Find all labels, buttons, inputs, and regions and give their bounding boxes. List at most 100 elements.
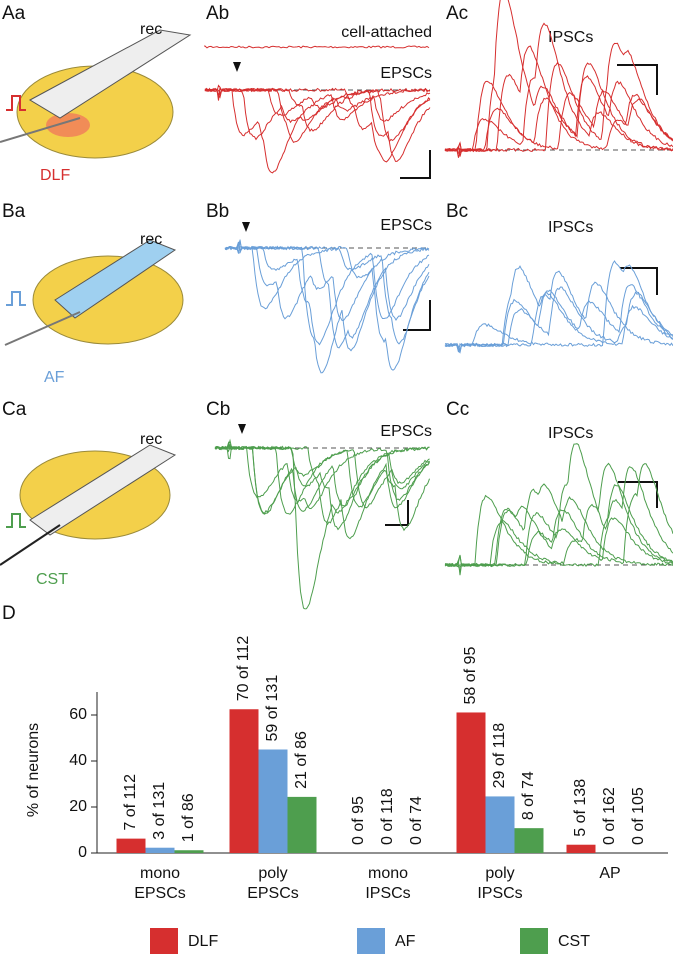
panel-label: Bc (446, 201, 468, 222)
panel-label: Cb (206, 399, 230, 420)
electrode (29, 444, 177, 536)
trace (204, 84, 431, 144)
bar-label: 5 of 138 (572, 779, 589, 837)
y-tick-label: 60 (69, 706, 87, 723)
bar-label: 29 of 118 (491, 723, 508, 789)
trace (214, 445, 430, 531)
bar (145, 847, 175, 853)
trace (214, 445, 430, 510)
x-tick-label: mono (368, 865, 408, 882)
x-tick-label: EPSCs (134, 885, 186, 902)
trace-label: IPSCs (548, 29, 593, 46)
trace-label: EPSCs (380, 65, 432, 82)
legend-swatch (520, 928, 548, 954)
arrow (238, 424, 246, 434)
x-tick-label: IPSCs (477, 885, 522, 902)
panel-label: Ac (446, 3, 468, 24)
bar-label: 0 of 105 (630, 787, 647, 845)
arrow (242, 222, 250, 232)
bar-label: 8 of 74 (520, 771, 537, 820)
panel-label: Ba (2, 201, 26, 222)
label: rec (140, 431, 162, 448)
stim-pipette (4, 311, 81, 346)
panel-label: Ab (206, 3, 229, 24)
trace (224, 241, 430, 371)
legend-label: AF (395, 933, 416, 950)
bar (174, 850, 204, 853)
trace (444, 284, 673, 354)
trace-label: IPSCs (548, 425, 593, 442)
trace-label: EPSCs (380, 423, 432, 440)
bar (566, 844, 596, 853)
trace (214, 441, 430, 515)
trace (204, 87, 431, 162)
trace (214, 443, 430, 610)
x-tick-label: mono (140, 865, 180, 882)
scale-bar (403, 300, 431, 331)
trace-label: EPSCs (380, 217, 432, 234)
x-tick-label: AP (599, 865, 620, 882)
bar-label: 70 of 112 (235, 636, 252, 702)
trace (444, 22, 673, 154)
y-tick-label: 40 (69, 752, 87, 769)
bar (258, 749, 288, 853)
legend-label: DLF (188, 933, 218, 950)
trace (444, 80, 673, 157)
bar (287, 796, 317, 853)
trace (444, 42, 673, 153)
arrow (233, 62, 241, 72)
traces (204, 0, 673, 610)
electrode (54, 239, 177, 319)
panel-label: Ca (2, 399, 27, 420)
panel-label: D (2, 603, 16, 624)
y-axis-label: % of neurons (25, 723, 42, 817)
trace (224, 245, 430, 346)
pulse (6, 513, 26, 528)
x-tick-label: poly (258, 865, 287, 882)
legend-swatch (357, 928, 385, 954)
label: AF (44, 369, 65, 386)
trace (224, 239, 430, 345)
bar-label: 0 of 95 (350, 796, 367, 845)
panel-label: Aa (2, 3, 26, 24)
bar (116, 838, 146, 853)
label: rec (140, 21, 162, 38)
x-tick-label: poly (485, 865, 514, 882)
bar-chart: % of neurons 0 20 40 60 mono EPSCs 7 of 112 3 o… (25, 636, 668, 954)
scale-bar (618, 481, 658, 508)
label: DLF (40, 167, 70, 184)
pulse (6, 95, 26, 111)
bar (485, 796, 515, 853)
panel-label: Bb (206, 201, 229, 222)
bar-label: 1 of 86 (180, 793, 197, 842)
bar (229, 709, 259, 853)
x-tick-label: EPSCs (247, 885, 299, 902)
trace (444, 286, 673, 354)
trace (224, 245, 430, 374)
schematic-a: rec DLF (0, 21, 192, 184)
trace (214, 441, 430, 514)
trace (204, 85, 431, 163)
stim-spot (46, 113, 90, 137)
bar-label: 21 of 86 (293, 731, 310, 789)
trace (224, 243, 430, 322)
trace (214, 445, 430, 532)
bar (514, 828, 544, 853)
trace (445, 443, 673, 572)
panel-labels: Aa Ab Ac Ba Bb Bc Ca Cb Cc D (2, 3, 469, 624)
schematic-c: rec CST (0, 431, 177, 588)
x-tick-label: IPSCs (365, 885, 410, 902)
label: rec (140, 231, 162, 248)
trace-label: IPSCs (548, 219, 593, 236)
label: CST (36, 571, 68, 588)
panel-label: Cc (446, 399, 469, 420)
pulse (6, 291, 26, 306)
trace (204, 44, 430, 49)
bar-label: 3 of 131 (151, 782, 168, 840)
electrode (28, 29, 192, 119)
schematic-b: rec AF (4, 231, 184, 386)
bar-label: 0 of 162 (601, 787, 618, 845)
y-tick-label: 20 (69, 798, 87, 815)
bar-label: 0 of 74 (408, 796, 425, 845)
trace (444, 265, 673, 354)
